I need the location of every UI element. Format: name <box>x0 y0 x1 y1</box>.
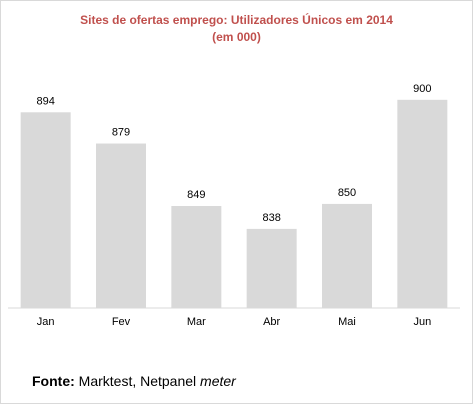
x-tick-label-jun: Jun <box>413 316 431 328</box>
x-tick-label-mai: Mai <box>338 316 356 328</box>
data-label-mar: 849 <box>187 189 205 201</box>
data-label-abr: 838 <box>262 212 280 224</box>
data-label-jan: 894 <box>36 95 54 107</box>
x-tick-label-abr: Abr <box>263 316 280 328</box>
chart-title-line2: (em 000) <box>212 30 261 44</box>
data-label-mai: 850 <box>338 187 356 199</box>
source-note: Fonte: Marktest, Netpanel meter <box>32 373 236 389</box>
data-label-jun: 900 <box>413 83 431 95</box>
data-label-fev: 879 <box>112 127 130 139</box>
chart-title-line1: Sites de ofertas emprego: Utilizadores Ú… <box>80 13 393 27</box>
bar-mai <box>322 203 372 308</box>
bar-jun <box>397 99 448 309</box>
source-suffix: meter <box>200 373 236 389</box>
bar-abr <box>246 228 297 308</box>
bar-mar <box>171 205 222 308</box>
x-tick-label-jan: Jan <box>37 316 55 328</box>
source-text: Marktest, Netpanel <box>78 373 197 389</box>
source-label: Fonte: <box>32 373 75 389</box>
bar-fev <box>96 143 146 308</box>
x-tick-label-mar: Mar <box>187 316 206 328</box>
x-tick-label-fev: Fev <box>112 316 131 328</box>
chart-title: Sites de ofertas emprego: Utilizadores Ú… <box>0 12 473 46</box>
bar-jan <box>20 112 71 309</box>
